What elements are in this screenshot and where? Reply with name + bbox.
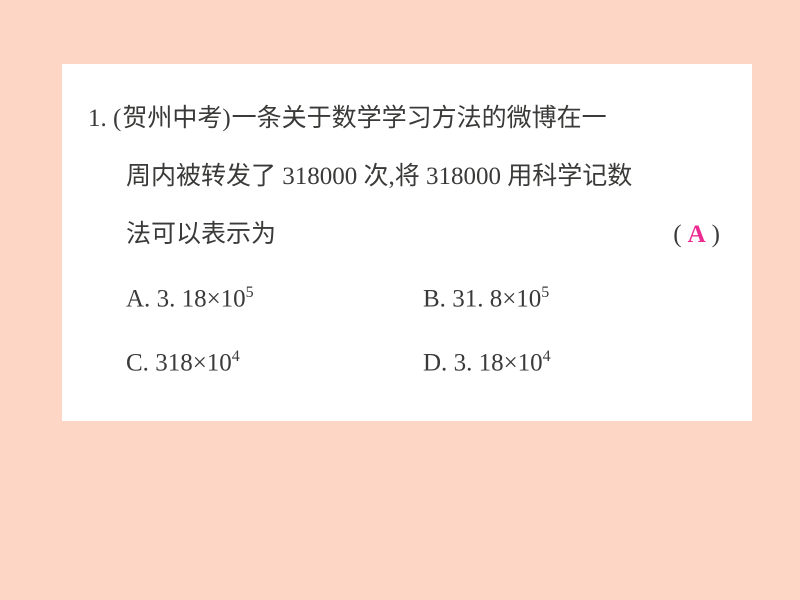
q-line3-text: 法可以表示为	[126, 206, 276, 264]
option-b-label: B.	[423, 285, 446, 312]
option-d-exp: 4	[543, 348, 551, 365]
option-c-coeff: 318×10	[155, 350, 232, 377]
option-c-exp: 4	[232, 348, 240, 365]
option-b: B. 31. 8×105	[423, 264, 720, 328]
option-d: D. 3. 18×104	[423, 328, 720, 392]
option-d-label: D.	[423, 350, 447, 377]
option-b-exp: 5	[541, 284, 549, 301]
question-source: 贺州中考	[122, 105, 222, 132]
question-line-1: 1. (贺州中考)一条关于数学学习方法的微博在一	[88, 90, 720, 148]
source-close: )	[222, 105, 231, 132]
option-a-label: A.	[126, 285, 150, 312]
question-line-3: 法可以表示为 (A)	[88, 206, 720, 264]
paren-open: (	[673, 221, 681, 248]
option-a-exp: 5	[246, 284, 254, 301]
option-d-coeff: 3. 18×10	[454, 350, 543, 377]
question-line-2: 周内被转发了 318000 次,将 318000 用科学记数	[88, 148, 720, 206]
answer-paren: (A)	[673, 206, 720, 264]
options-block: A. 3. 18×105 B. 31. 8×105 C. 318×104 D. …	[88, 264, 720, 393]
option-a-coeff: 3. 18×10	[157, 285, 246, 312]
answer-letter: A	[682, 221, 712, 248]
source-open: (	[113, 105, 122, 132]
paren-close: )	[712, 221, 720, 248]
option-a: A. 3. 18×105	[126, 264, 423, 328]
option-c-label: C.	[126, 350, 149, 377]
option-b-coeff: 31. 8×10	[452, 285, 541, 312]
q-line1-rest: 一条关于数学学习方法的微博在一	[232, 105, 607, 132]
question-card: 1. (贺州中考)一条关于数学学习方法的微博在一 周内被转发了 318000 次…	[62, 64, 752, 421]
question-number: 1.	[88, 90, 107, 148]
option-c: C. 318×104	[126, 328, 423, 392]
